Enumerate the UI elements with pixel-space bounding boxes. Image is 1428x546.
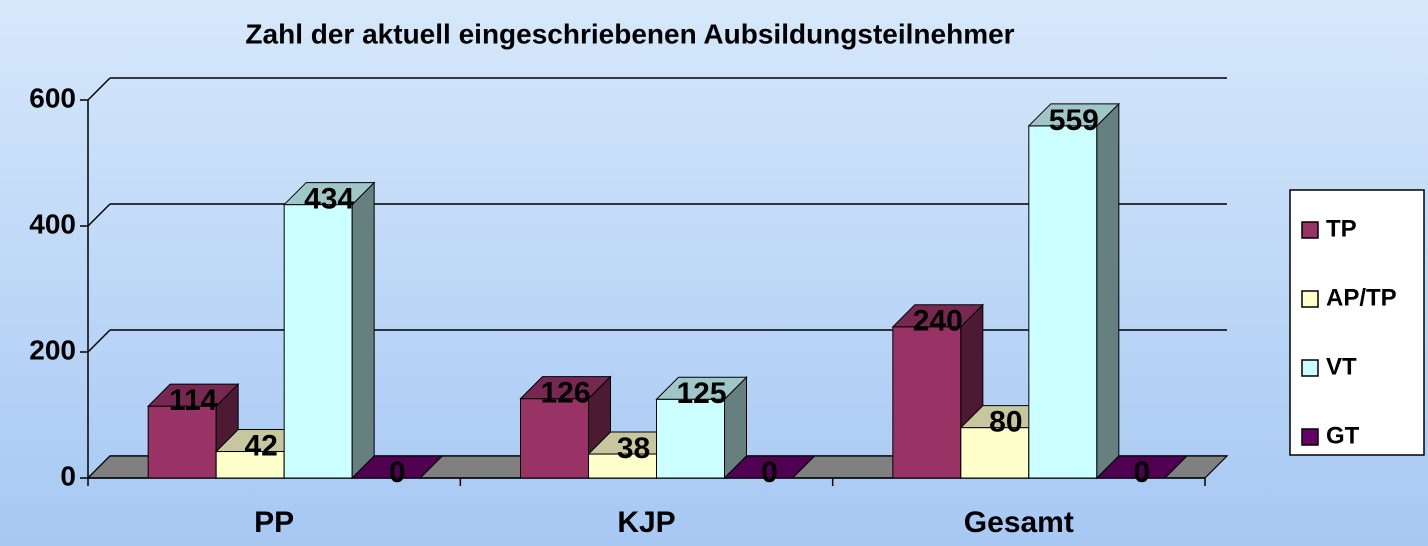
value-label: 125 — [676, 377, 726, 410]
value-label: 0 — [761, 456, 778, 489]
x-tick-label: PP — [254, 506, 294, 539]
bar-top — [655, 376, 748, 400]
bar-front — [520, 398, 589, 479]
bar-front — [283, 204, 353, 479]
grid-line-side — [87, 203, 111, 227]
grid-line-side — [87, 77, 111, 101]
value-label: 559 — [1049, 104, 1099, 137]
grid-line-side — [87, 329, 111, 353]
value-label: 126 — [540, 377, 590, 410]
bar-front — [892, 326, 962, 479]
bar-side — [351, 181, 375, 480]
y-tick-label: 600 — [29, 82, 76, 113]
chart-title: Zahl der aktuell eingeschriebenen Aubsil… — [245, 18, 1014, 49]
legend-swatch — [1301, 359, 1319, 377]
legend-label: VT — [1326, 353, 1357, 380]
bar-top — [146, 383, 240, 407]
value-label: 38 — [617, 432, 650, 465]
bar-side — [1096, 102, 1120, 480]
value-label: 42 — [244, 429, 277, 462]
bar-top — [723, 455, 816, 479]
bar-top — [519, 376, 612, 400]
bar-front — [215, 451, 285, 479]
legend-swatch — [1301, 428, 1319, 446]
value-label: 0 — [389, 456, 406, 489]
value-label: 114 — [169, 384, 218, 417]
bar-top — [1027, 103, 1121, 127]
legend-label: GT — [1326, 422, 1360, 449]
legend-label: AP/TP — [1326, 284, 1397, 311]
value-label: 80 — [989, 406, 1022, 439]
x-tick-label: Gesamt — [964, 506, 1074, 539]
value-label: 240 — [913, 305, 963, 338]
bar-top — [282, 182, 376, 206]
bar-top — [1095, 455, 1189, 479]
y-tick-label: 400 — [29, 208, 76, 239]
value-label: 434 — [304, 183, 354, 216]
legend-swatch — [1301, 290, 1319, 308]
bar-front — [1028, 125, 1098, 479]
bar-top — [350, 455, 444, 479]
legend-swatch — [1301, 221, 1319, 239]
bar-front — [147, 405, 217, 479]
y-tick-label: 200 — [29, 334, 76, 365]
bar-top — [891, 304, 985, 328]
bar-front — [656, 398, 725, 479]
legend-label: TP — [1326, 215, 1357, 242]
y-tick-label: 0 — [60, 460, 76, 491]
value-label: 0 — [1133, 456, 1150, 489]
x-tick-label: KJP — [617, 506, 675, 539]
